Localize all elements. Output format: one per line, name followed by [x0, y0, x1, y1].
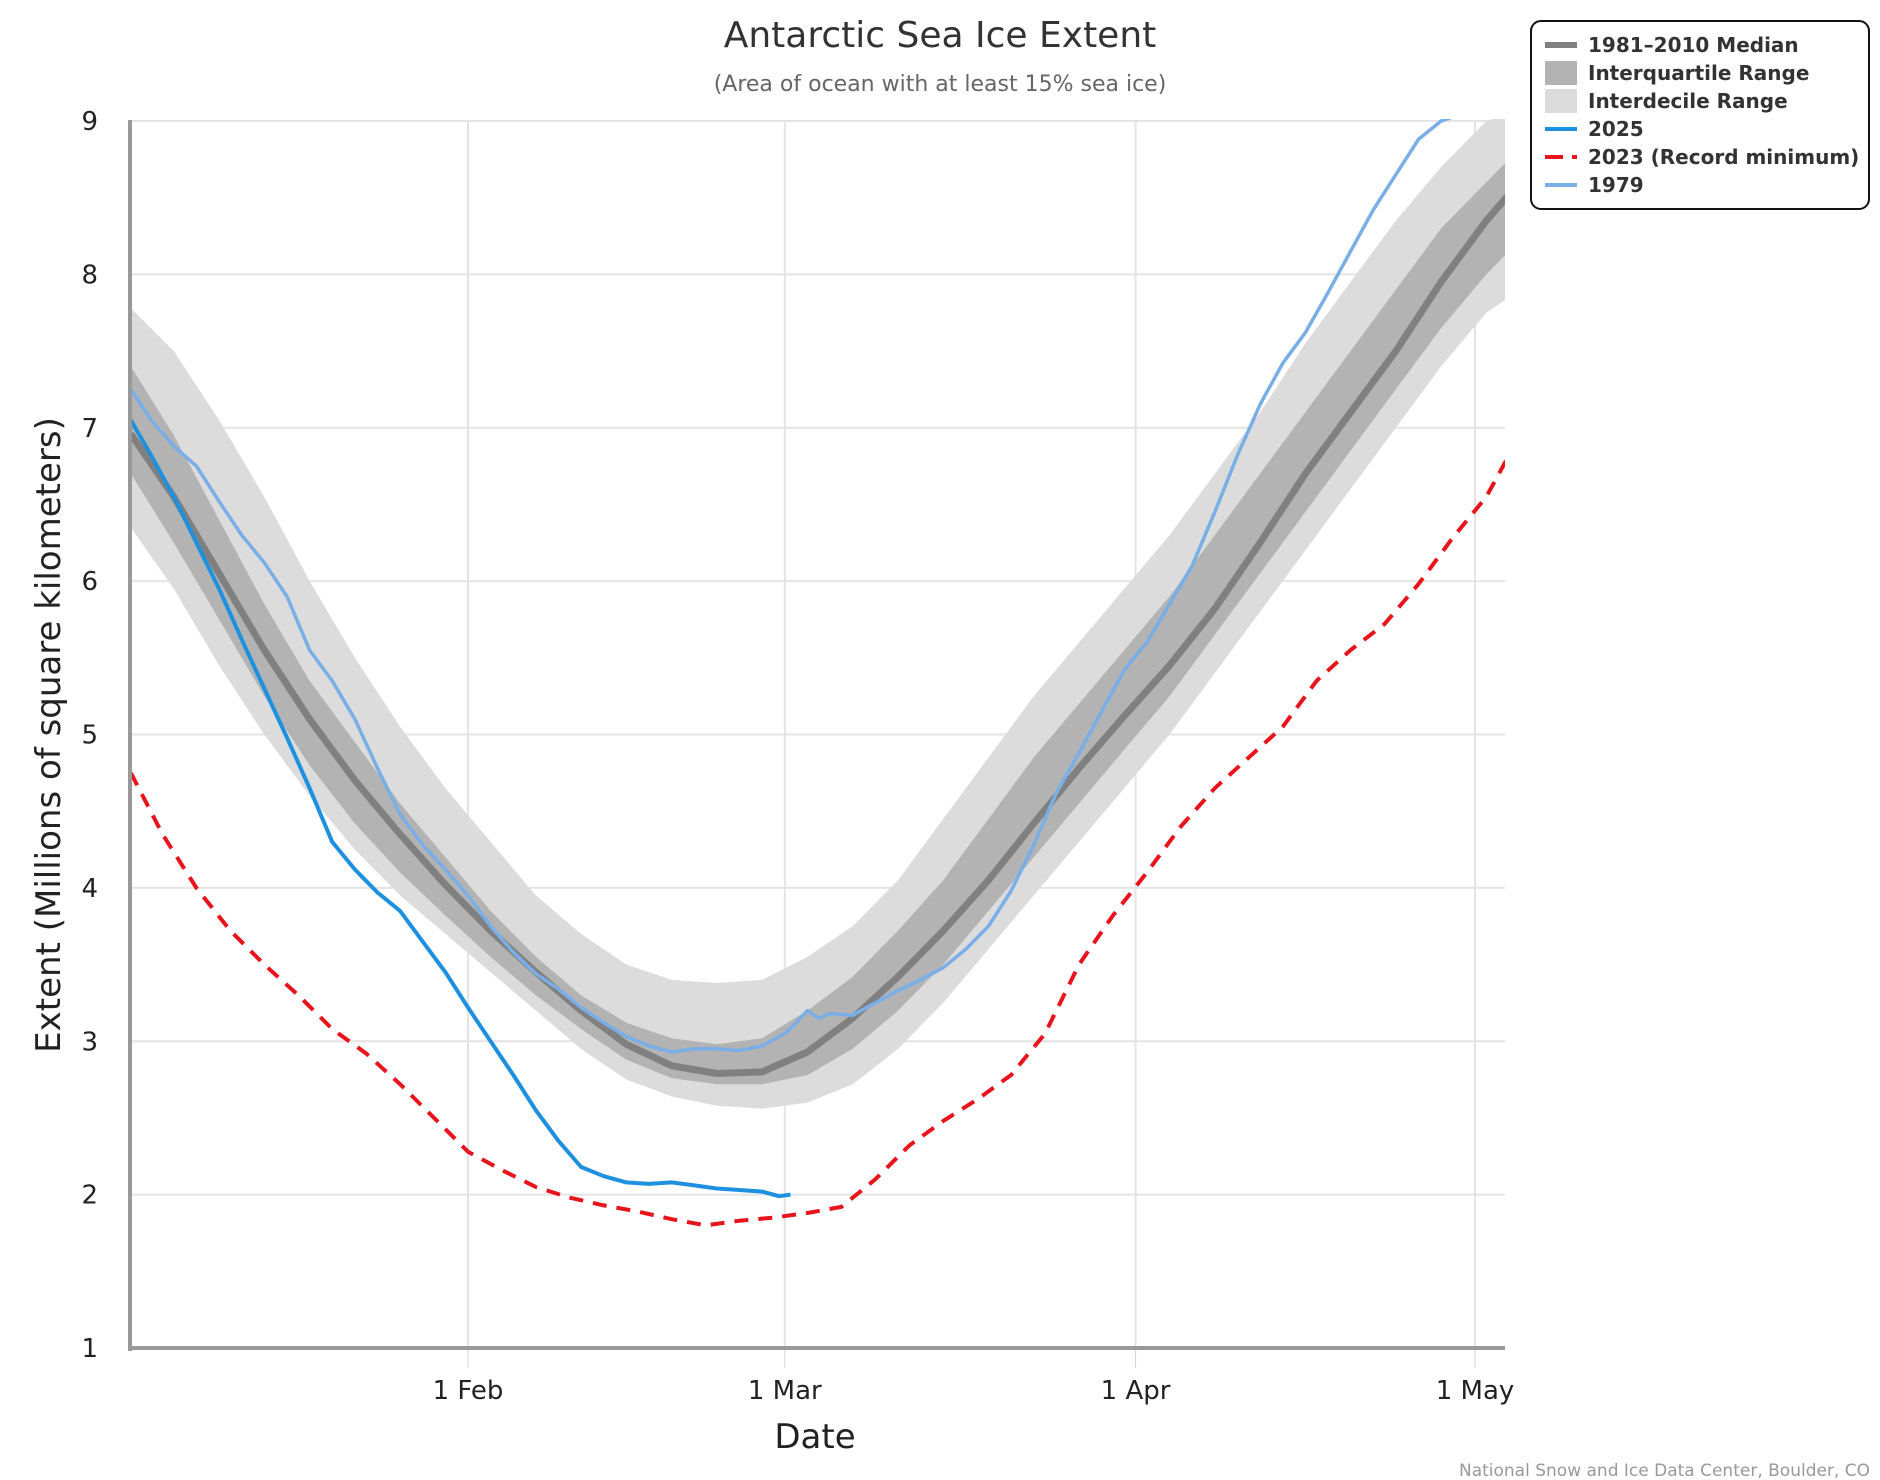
legend-box: [1530, 20, 1870, 210]
tick-labels: 1 2 3 4 5 6 7 8 9 1 Feb 1 Mar 1 Apr 1 May: [81, 107, 1514, 1406]
x-tick-label: 1 May: [1436, 1376, 1515, 1406]
range-bands: [130, 119, 1505, 1109]
y-tick-label: 4: [81, 874, 98, 904]
y-tick-label: 5: [81, 721, 98, 751]
y-tick-label: 1: [81, 1334, 98, 1364]
chart-title: Antarctic Sea Ice Extent: [724, 15, 1157, 56]
series-line-y2023: [130, 458, 1505, 1228]
series-lines: [130, 119, 1505, 1228]
legend-label-median: 1981–2010 Median: [1588, 33, 1799, 57]
legend-label-interquartile: Interquartile Range: [1588, 61, 1809, 85]
credits: National Snow and Ice Data Center, Bould…: [1459, 1461, 1870, 1480]
series-line-median: [130, 193, 1505, 1077]
chart-subtitle: (Area of ocean with at least 15% sea ice…: [714, 72, 1167, 97]
y-tick-label: 7: [81, 414, 98, 444]
x-tick-label: 1 Feb: [433, 1376, 504, 1406]
x-tick-label: 1 Mar: [748, 1376, 822, 1406]
x-tick-label: 1 Apr: [1101, 1376, 1171, 1406]
y-tick-label: 9: [81, 107, 98, 137]
legend: 1981–2010 Median Interquartile Range Inter…: [1530, 20, 1870, 210]
legend-label-y2025: 2025: [1588, 117, 1644, 141]
y-tick-label: 2: [81, 1181, 98, 1211]
y-tick-label: 8: [81, 260, 98, 290]
y-tick-label: 6: [81, 567, 98, 597]
y-tick-label: 3: [81, 1027, 98, 1057]
y-axis-title: Extent (Millions of square kilometers): [29, 417, 69, 1053]
series-line-y2025: [130, 419, 791, 1199]
series-line-y1979: [130, 119, 1453, 1054]
interdecile-range-band: [130, 119, 1505, 1109]
legend-label-interdecile: Interdecile Range: [1588, 89, 1788, 113]
axes: [128, 120, 1505, 1351]
legend-label-y1979: 1979: [1588, 173, 1644, 197]
interquartile-range-band: [130, 163, 1505, 1085]
legend-swatch-interquartile: [1545, 61, 1577, 85]
x-axis-title: Date: [774, 1417, 855, 1457]
legend-label-y2023: 2023 (Record minimum): [1588, 145, 1859, 169]
legend-swatch-interdecile: [1545, 89, 1577, 113]
